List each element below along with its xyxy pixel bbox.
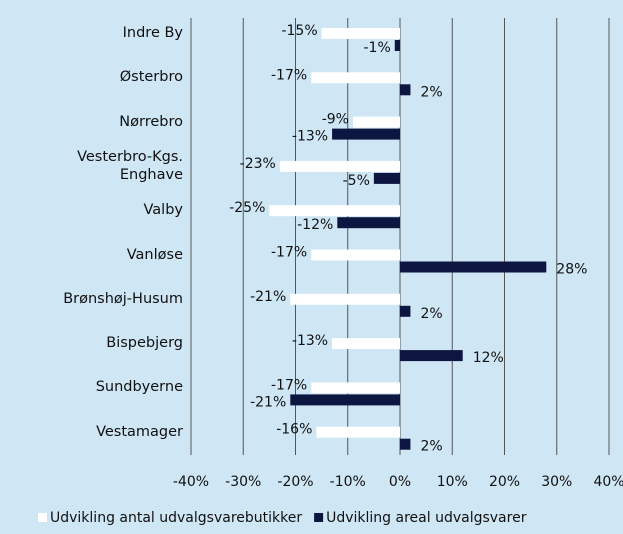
value-label: -17% [271,377,307,393]
value-label: -1% [364,40,391,56]
bar [352,116,400,128]
value-label: 2% [420,306,442,322]
category-label: Sundbyerne [95,379,183,396]
value-label: -25% [229,200,265,216]
x-tick-label: 20% [489,474,520,490]
value-label: -13% [292,129,328,145]
value-label: -16% [276,422,312,438]
bar [316,426,400,438]
value-label: -5% [343,173,370,189]
category-label: Nørrebro [119,113,183,130]
x-tick-label: 30% [541,474,572,490]
value-label: 2% [420,439,442,455]
bar [269,205,400,217]
value-label: -15% [281,23,317,39]
bar [290,293,400,305]
bar [400,438,411,450]
category-label: Bispebjerg [106,335,183,352]
bar [279,160,400,172]
value-label: -17% [271,67,307,83]
x-tick-label: 40% [593,474,623,490]
bar [290,394,400,406]
value-label: 28% [556,262,587,278]
bar [394,40,400,51]
bar [400,305,411,317]
x-tick-label: 10% [437,474,468,490]
x-tick-label: 0% [389,474,411,490]
legend-swatch [38,513,47,522]
x-tick-label: -20% [277,474,313,490]
category-label: Vestamager [96,423,183,440]
bar [311,249,400,261]
category-label: Vanløse [126,246,183,263]
category-label: Indre By [122,25,183,41]
bar [332,338,400,350]
value-label: -21% [250,289,286,305]
category-label: Brønshøj-Husum [63,290,183,307]
legend-label: Udvikling antal udvalgsvarebutikker [50,510,302,526]
bar [311,382,400,394]
value-label: -23% [240,156,276,172]
x-tick-label: -40% [173,474,209,490]
value-label: 12% [473,350,504,366]
bar [400,261,547,273]
bar [400,350,463,362]
bar [321,28,400,39]
value-label: -21% [250,394,286,410]
category-label: Valby [143,202,184,219]
x-tick-label: -30% [225,474,261,490]
bar [400,84,411,96]
value-label: -12% [297,217,333,233]
category-label: Østerbro [119,69,183,86]
x-tick-label: -10% [330,474,366,490]
value-label: -13% [292,333,328,349]
legend-swatch [314,513,324,522]
bar [332,128,400,140]
value-label: -17% [271,245,307,261]
bar [311,72,400,84]
category-label: Vesterbro-Kgs. Enghave [77,148,183,183]
value-label: -9% [322,112,349,128]
bar [337,217,400,229]
value-label: 2% [420,84,442,100]
bar [373,172,400,184]
legend-label: Udvikling areal udvalgsvarer [326,510,527,526]
